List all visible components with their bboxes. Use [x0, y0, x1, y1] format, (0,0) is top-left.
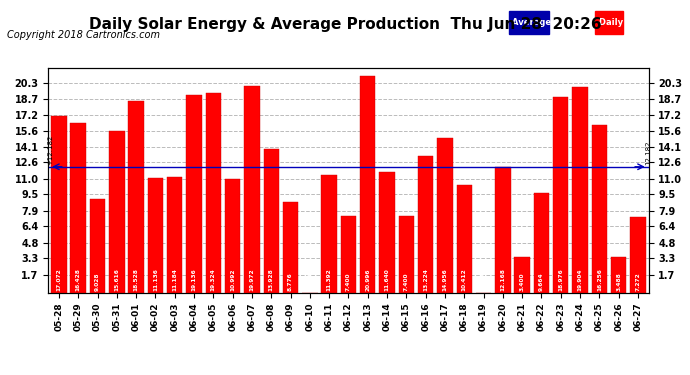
Text: 9.028: 9.028 [95, 273, 100, 291]
Bar [167, 177, 182, 292]
Bar [264, 149, 279, 292]
Bar [148, 178, 163, 292]
Text: Daily   (kWh): Daily (kWh) [599, 18, 660, 27]
Bar [206, 93, 221, 292]
Bar [225, 179, 240, 292]
Bar [186, 95, 201, 292]
Bar [457, 185, 472, 292]
Bar [283, 202, 298, 292]
Text: 11.184: 11.184 [172, 268, 177, 291]
Text: 0.000: 0.000 [307, 273, 313, 291]
Bar [573, 87, 588, 292]
Text: 10.412: 10.412 [462, 269, 466, 291]
Bar [630, 217, 646, 292]
Bar [244, 86, 259, 292]
Text: 0.000: 0.000 [481, 273, 486, 291]
Bar [70, 123, 86, 292]
Text: 20.996: 20.996 [365, 269, 371, 291]
Text: 14.956: 14.956 [442, 269, 447, 291]
Bar [553, 97, 569, 292]
Bar [437, 138, 453, 292]
Bar [495, 167, 511, 292]
Bar [322, 175, 337, 292]
Text: 17.072: 17.072 [57, 269, 61, 291]
Text: 3.488: 3.488 [616, 273, 621, 291]
Bar [534, 193, 549, 292]
Text: 8.776: 8.776 [288, 273, 293, 291]
Bar [90, 200, 106, 292]
Bar [418, 156, 433, 292]
Bar [591, 125, 607, 292]
Bar [380, 172, 395, 292]
Text: 13.928: 13.928 [268, 269, 274, 291]
Bar [399, 216, 414, 292]
Text: +12.182: +12.182 [47, 135, 53, 165]
Text: 11.640: 11.640 [384, 269, 390, 291]
Text: 13.224: 13.224 [423, 268, 428, 291]
Text: 3.400: 3.400 [520, 273, 524, 291]
Text: 19.136: 19.136 [192, 269, 197, 291]
Bar [515, 257, 530, 292]
Text: Average  (kWh): Average (kWh) [513, 18, 586, 27]
Bar [128, 101, 144, 292]
Bar [509, 10, 549, 34]
Text: 15.616: 15.616 [115, 268, 119, 291]
Text: Daily Solar Energy & Average Production  Thu Jun 28  20:26: Daily Solar Energy & Average Production … [89, 17, 601, 32]
Text: 10.992: 10.992 [230, 269, 235, 291]
Bar [360, 76, 375, 292]
Bar [51, 116, 67, 292]
Bar [595, 10, 623, 34]
Text: 9.664: 9.664 [539, 273, 544, 291]
Text: 16.428: 16.428 [76, 268, 81, 291]
Text: 19.324: 19.324 [211, 269, 216, 291]
Text: Copyright 2018 Cartronics.com: Copyright 2018 Cartronics.com [7, 30, 160, 40]
Bar [109, 131, 124, 292]
Text: 19.972: 19.972 [250, 269, 255, 291]
Text: 7.400: 7.400 [346, 273, 351, 291]
Bar [341, 216, 356, 292]
Text: 11.392: 11.392 [326, 269, 332, 291]
Text: 16.256: 16.256 [597, 268, 602, 291]
Text: 7.272: 7.272 [635, 273, 640, 291]
Text: 11.136: 11.136 [153, 268, 158, 291]
Text: 12.168: 12.168 [500, 268, 505, 291]
Bar [611, 256, 627, 292]
Text: 19.904: 19.904 [578, 269, 582, 291]
Text: 12.182: 12.182 [646, 141, 651, 165]
Text: 18.528: 18.528 [134, 268, 139, 291]
Text: 18.976: 18.976 [558, 269, 563, 291]
Text: 7.400: 7.400 [404, 273, 409, 291]
